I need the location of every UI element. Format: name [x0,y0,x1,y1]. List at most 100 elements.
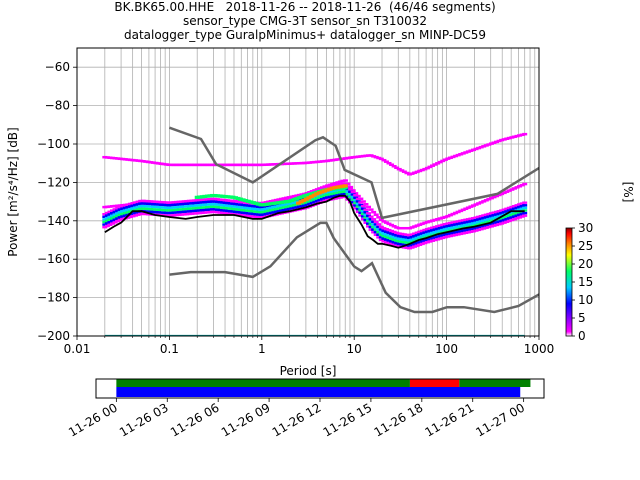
density-cell [465,231,471,234]
density-cell [348,193,354,196]
density-cell [522,211,528,215]
density-cell [494,140,500,144]
density-cell [120,210,126,213]
density-cell [476,146,482,150]
density-cell [312,189,318,192]
density-cell [253,210,259,213]
density-cell [358,206,364,209]
density-cell [424,238,430,241]
density-cell [191,207,197,210]
y-tick-label: −200 [37,329,70,343]
density-cell [447,213,453,217]
timeline-tick-label: 11-26 12 [270,400,324,439]
density-cell [455,153,461,157]
density-cell [494,221,500,224]
density-cell [478,145,484,149]
density-cell [445,232,451,236]
density-cell [271,205,277,209]
density-cell [217,194,223,198]
density-cell [470,219,476,223]
density-cell [383,235,389,239]
density-cell [255,215,261,219]
density-cell [317,196,323,199]
density-cell [248,200,254,204]
density-cell [481,145,487,148]
density-cell [386,236,392,240]
density-cell [250,210,256,213]
colorbar-ticks: 0 5 10 15 20 25 30 [572,221,593,343]
density-cell [217,201,223,204]
density-cell [504,220,510,224]
density-cell [453,211,459,215]
density-cell [145,205,151,208]
density-cell [220,201,226,204]
density-cell [194,209,200,212]
density-cell [468,227,474,231]
density-cell [156,211,162,214]
density-cell [325,193,331,197]
density-cell [117,210,123,214]
density-cell [207,210,213,214]
density-cell [109,211,115,215]
density-cell [442,228,448,231]
density-cell [460,219,466,222]
density-cell [156,208,162,211]
plot-frame [76,47,540,337]
density-cell [514,134,520,138]
density-cell [463,151,469,154]
density-cell [227,212,233,216]
density-cell [396,234,402,238]
density-cell [412,171,418,175]
density-cell [383,241,389,244]
density-cell [212,163,218,167]
density-cell [302,201,308,205]
density-cell [470,217,476,220]
density-cell [442,222,448,226]
density-cell [268,211,274,215]
density-cell [335,188,341,192]
density-cell [519,212,525,216]
density-cell [220,211,226,215]
density-cell [145,202,151,206]
density-cell [350,190,356,194]
density-cell [168,163,174,167]
density-cell [348,185,354,189]
density-cell [243,206,249,210]
density-cell [314,199,320,203]
density-cell [204,198,210,201]
density-cell [276,199,282,203]
density-cell [166,206,172,210]
density-cell [386,241,392,245]
density-cell [337,193,343,197]
density-cell [389,163,395,166]
density-cell [109,156,115,160]
density-cell [458,224,464,228]
density-cell [301,194,307,198]
density-cell [504,190,510,193]
density-cell [366,205,372,209]
density-cell [202,163,208,167]
density-cell [419,234,425,238]
density-cell [238,208,244,212]
density-cell [314,188,320,191]
density-cell [112,215,118,219]
density-cell [243,211,249,215]
density-cell [465,220,471,224]
density-cell [447,227,453,230]
density-cell [322,199,328,203]
density-cell [204,200,210,204]
density-cell [181,163,187,167]
density-cell [424,220,430,224]
density-cell [360,154,366,158]
density-cell [304,203,310,207]
density-cell [432,163,438,166]
density-cell [225,195,231,199]
density-cell [227,163,233,167]
density-cell [214,208,220,211]
density-cell [517,203,523,206]
density-cell [342,186,348,190]
density-cell [296,205,302,209]
density-cell [506,219,512,223]
density-cell [522,204,528,207]
